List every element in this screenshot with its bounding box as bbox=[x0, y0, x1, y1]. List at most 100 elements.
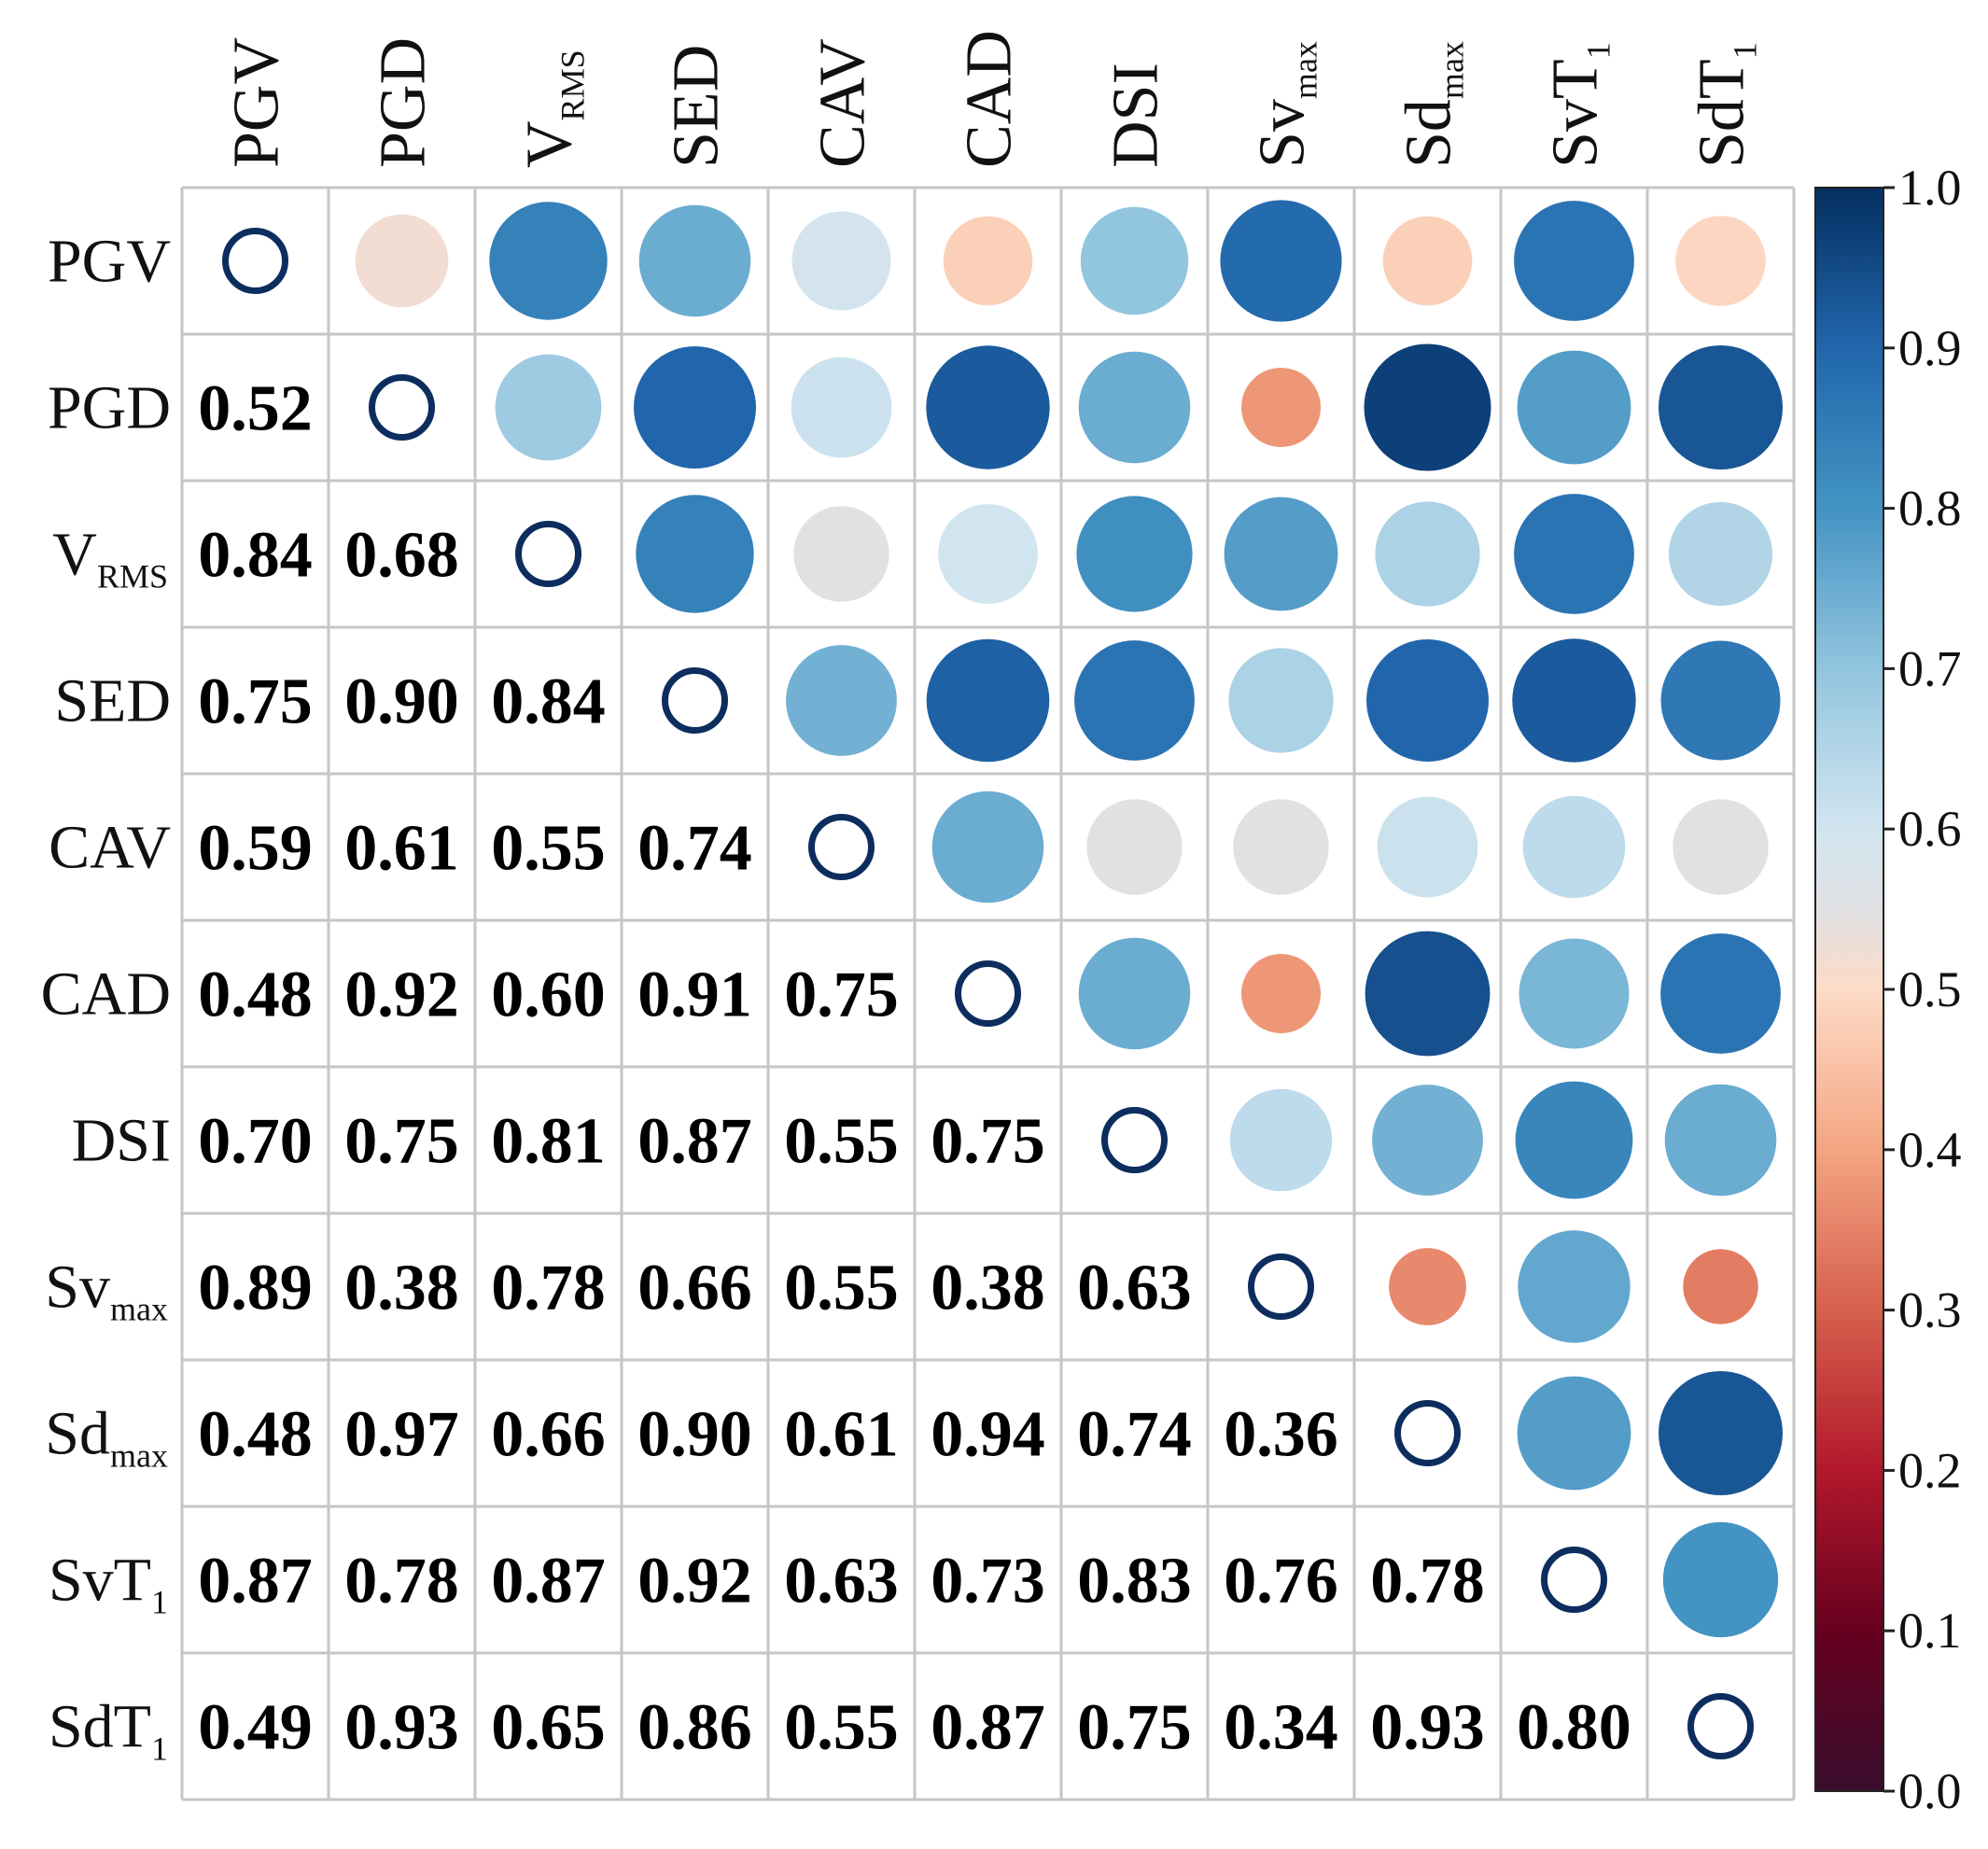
diagonal-ring-dsi bbox=[1101, 1107, 1168, 1173]
corr-circle-dsi-sdt1 bbox=[1664, 1084, 1777, 1197]
corr-circle-pgv-svt1 bbox=[1514, 201, 1634, 321]
colorbar: 0.0 0.1 0.2 0.3 0.4 0.5 0.6 0.7 0.8 0.9 1.0 bbox=[1814, 160, 1962, 1819]
corr-value-sdmax-cav: 0.61 bbox=[784, 1399, 899, 1471]
corr-circle-cad-sdmax bbox=[1365, 931, 1491, 1057]
corr-circle-sed-sdt1 bbox=[1660, 640, 1781, 761]
col-header-cad: CAD bbox=[954, 30, 1026, 168]
corr-circle-vrms-sdt1 bbox=[1668, 501, 1773, 607]
corr-circle-pgd-vrms bbox=[495, 354, 602, 461]
corr-circle-cav-sdmax bbox=[1377, 796, 1478, 898]
corr-circle-pgd-sed bbox=[634, 346, 756, 469]
colorbar-tick-label: 0.4 bbox=[1898, 1122, 1962, 1178]
corr-circle-svmax-sdmax bbox=[1389, 1248, 1466, 1325]
corr-circle-pgv-cad bbox=[943, 216, 1033, 306]
corr-value-dsi-pgv: 0.70 bbox=[198, 1106, 313, 1178]
colorbar-tick-label: 0.7 bbox=[1898, 640, 1962, 696]
corr-value-dsi-cad: 0.75 bbox=[931, 1106, 1045, 1178]
diagonal-ring-pgv bbox=[222, 228, 288, 294]
corr-circle-cav-svt1 bbox=[1522, 795, 1626, 899]
corr-value-cad-cav: 0.75 bbox=[784, 960, 899, 1031]
diagonal-ring-sed bbox=[662, 667, 728, 734]
row-label-svmax: Svmax bbox=[45, 1254, 168, 1328]
corr-circle-pgd-cad bbox=[926, 345, 1050, 469]
corr-circle-pgd-svt1 bbox=[1517, 350, 1631, 465]
corr-value-vrms-pgv: 0.84 bbox=[198, 520, 313, 592]
corr-value-cad-pgd: 0.92 bbox=[344, 960, 459, 1031]
colorbar-tick-label: 0.9 bbox=[1898, 320, 1962, 376]
corr-circle-pgd-dsi bbox=[1078, 351, 1191, 464]
corr-value-vrms-pgd: 0.68 bbox=[344, 520, 459, 592]
corr-circle-vrms-dsi bbox=[1076, 496, 1193, 612]
corr-value-sdt1-sed: 0.86 bbox=[637, 1692, 752, 1764]
diagonal-ring-svt1 bbox=[1541, 1547, 1607, 1613]
corr-circle-pgv-pgd bbox=[355, 214, 449, 308]
corr-value-sdmax-sed: 0.90 bbox=[637, 1399, 752, 1471]
corr-circle-cad-svmax bbox=[1241, 954, 1321, 1033]
colorbar-tick-label: 0.3 bbox=[1898, 1282, 1962, 1338]
corr-circle-pgv-dsi bbox=[1080, 206, 1189, 315]
corr-value-sdmax-vrms: 0.66 bbox=[491, 1399, 606, 1471]
corr-circle-cav-svmax bbox=[1233, 799, 1329, 895]
corr-value-svt1-dsi: 0.83 bbox=[1077, 1546, 1192, 1618]
col-header-sed: SED bbox=[661, 45, 733, 168]
col-header-sdt1: SdT1 bbox=[1687, 42, 1764, 168]
corr-value-sdt1-pgd: 0.93 bbox=[344, 1692, 459, 1764]
corr-circle-cad-svt1 bbox=[1519, 938, 1630, 1049]
corr-circle-vrms-svt1 bbox=[1514, 494, 1634, 614]
corr-value-svmax-cav: 0.55 bbox=[784, 1253, 899, 1324]
corr-circle-cav-cad bbox=[931, 791, 1044, 903]
corr-circle-dsi-svt1 bbox=[1515, 1081, 1633, 1199]
corr-circle-pgv-cav bbox=[791, 211, 891, 311]
corr-value-cav-pgd: 0.61 bbox=[344, 813, 459, 885]
row-label-pgd: PGD bbox=[48, 374, 171, 442]
corr-circle-cav-dsi bbox=[1086, 799, 1183, 895]
corr-circle-svt1-sdt1 bbox=[1662, 1521, 1779, 1638]
corr-circle-sed-cav bbox=[786, 645, 897, 756]
corr-circle-pgv-sdt1 bbox=[1675, 216, 1766, 306]
corr-value-cav-vrms: 0.55 bbox=[491, 813, 606, 885]
corr-value-sdt1-svt1: 0.80 bbox=[1517, 1692, 1631, 1764]
corr-value-svt1-cav: 0.63 bbox=[784, 1546, 899, 1618]
row-labels: PGV PGD VRMS SED CAV CAD DSI Svmax Sdmax SvT1 SdT1 bbox=[41, 228, 171, 1768]
corr-value-svmax-pgv: 0.89 bbox=[198, 1253, 313, 1324]
corr-circle-pgv-svmax bbox=[1220, 200, 1342, 322]
col-header-dsi: DSI bbox=[1100, 63, 1172, 168]
diagonal-ring-cav bbox=[808, 814, 875, 880]
colorbar-tick-label: 0.0 bbox=[1898, 1763, 1962, 1819]
colorbar-tick-label: 0.6 bbox=[1898, 801, 1962, 857]
corr-circle-pgd-sdt1 bbox=[1659, 345, 1783, 469]
diagonal-ring-sdmax bbox=[1394, 1400, 1461, 1466]
corr-value-dsi-pgd: 0.75 bbox=[344, 1106, 459, 1178]
corr-circle-dsi-sdmax bbox=[1372, 1085, 1483, 1196]
row-label-svt1: SvT1 bbox=[49, 1547, 168, 1621]
corr-circle-sdmax-svt1 bbox=[1517, 1376, 1631, 1491]
col-header-sdmax: Sdmax bbox=[1393, 41, 1471, 168]
corr-value-sdmax-cad: 0.94 bbox=[931, 1399, 1045, 1471]
corr-value-svt1-sed: 0.92 bbox=[637, 1546, 752, 1618]
colorbar-gradient bbox=[1814, 187, 1884, 1792]
col-header-vrms: VRMS bbox=[514, 49, 592, 168]
corr-value-cav-pgv: 0.59 bbox=[198, 813, 313, 885]
corr-circle-sed-dsi bbox=[1074, 640, 1195, 761]
matrix-cells: 0.52 0.84 0.68 0.75 0.90 0.84 0.59 0.61 0.55 0.74… bbox=[198, 200, 1783, 1764]
corr-value-sdt1-cav: 0.55 bbox=[784, 1692, 899, 1764]
corr-value-svt1-cad: 0.73 bbox=[931, 1546, 1045, 1618]
corr-value-svmax-dsi: 0.63 bbox=[1077, 1253, 1192, 1324]
corr-value-sed-vrms: 0.84 bbox=[491, 666, 606, 738]
row-label-sed: SED bbox=[54, 667, 171, 735]
col-header-pgv: PGV bbox=[221, 37, 293, 168]
corr-value-cad-pgv: 0.48 bbox=[198, 960, 313, 1031]
corr-value-sed-pgd: 0.90 bbox=[344, 666, 459, 738]
col-header-pgd: PGD bbox=[368, 37, 440, 168]
colorbar-tick-label: 0.8 bbox=[1898, 481, 1962, 537]
corr-value-cad-vrms: 0.60 bbox=[491, 960, 606, 1031]
colorbar-tick-label: 0.1 bbox=[1898, 1603, 1962, 1659]
corr-value-sdt1-sdmax: 0.93 bbox=[1370, 1692, 1485, 1764]
corr-value-svt1-sdmax: 0.78 bbox=[1370, 1546, 1485, 1618]
corr-value-sdmax-pgd: 0.97 bbox=[344, 1399, 459, 1471]
colorbar-tick-label: 0.2 bbox=[1898, 1442, 1962, 1498]
corr-circle-dsi-svmax bbox=[1229, 1088, 1333, 1192]
col-header-svt1: SvT1 bbox=[1540, 42, 1617, 168]
row-label-vrms: VRMS bbox=[52, 521, 168, 595]
row-label-cav: CAV bbox=[49, 814, 171, 882]
